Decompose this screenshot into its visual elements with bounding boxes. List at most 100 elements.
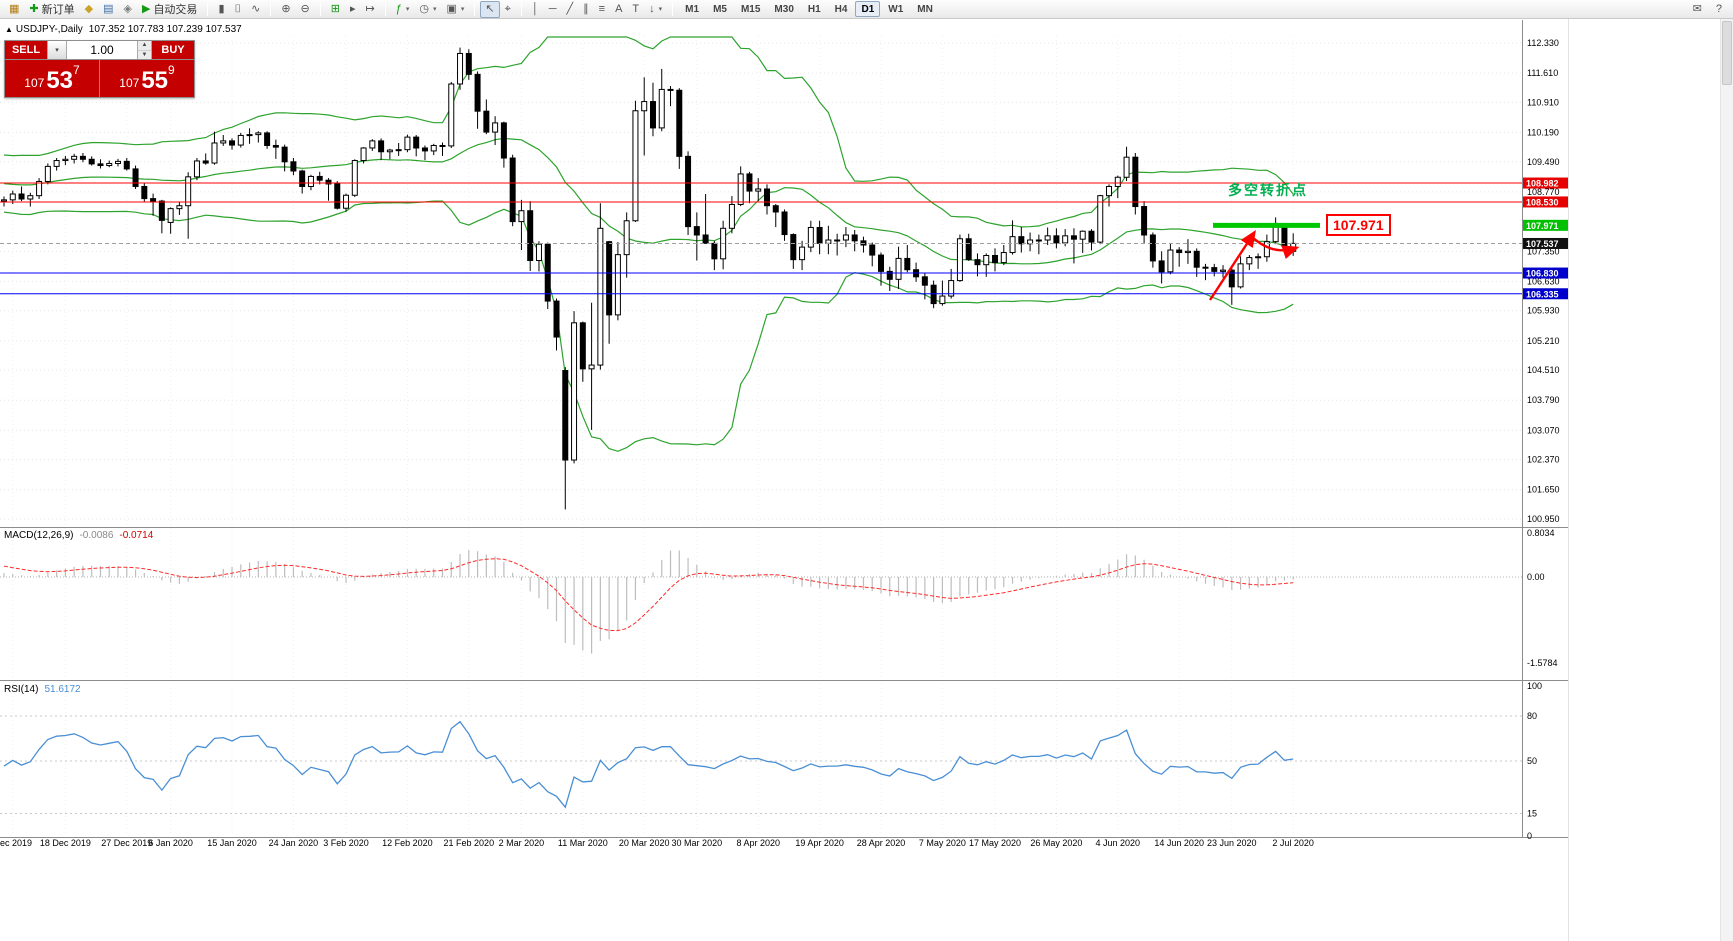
price-callout-label[interactable]: 107.971 — [1326, 214, 1391, 236]
candle-body — [1079, 230, 1086, 240]
order-type-dropdown[interactable]: ▾ — [47, 41, 67, 59]
chart-shift-button[interactable]: ↦ — [361, 1, 380, 18]
candle-body — [123, 160, 130, 170]
candle-body — [44, 165, 51, 182]
candle-body — [702, 234, 709, 244]
timeframe-h4-button[interactable]: H4 — [834, 4, 848, 15]
community-chat-button[interactable]: ✉ — [1688, 1, 1707, 18]
candlestick-chart-button[interactable]: ⌷ — [230, 1, 247, 18]
chart-canvas[interactable]: 112.330 111.610 110.910 110.190 109.490 108.7… — [0, 20, 1568, 859]
timeframe-m15-button[interactable]: M15 — [740, 4, 761, 15]
macd-main-value: -0.0086 — [79, 530, 114, 541]
candle-body — [79, 155, 86, 160]
navigator-icon: ◈ — [123, 2, 132, 15]
one-click-prices: 107 53 7 107 55 9 — [5, 60, 194, 97]
market-watch-button[interactable]: ▤ — [98, 1, 118, 18]
timeframe-m5-button[interactable]: M5 — [713, 4, 727, 15]
toolbar-group: ⊕ ⊖ — [274, 0, 316, 18]
candle-body — [1000, 252, 1007, 264]
vertical-scrollbar[interactable] — [1720, 19, 1733, 941]
equidistant-channel-button[interactable]: ∥ — [578, 1, 594, 18]
spinner-up-icon[interactable]: ▲ — [138, 41, 151, 51]
date-axis-label: 19 Apr 2020 — [795, 838, 844, 848]
candle-body — [904, 257, 911, 271]
spinner-down-icon[interactable]: ▼ — [138, 50, 151, 59]
price-badge — [1523, 177, 1568, 189]
candle-body — [1272, 226, 1279, 243]
text-label-button[interactable]: T — [627, 1, 644, 18]
candle-body — [9, 193, 16, 201]
price-badge-label: 107.537 — [1526, 239, 1559, 249]
new-chart-button[interactable]: ▦ — [4, 1, 24, 18]
price-axis-label: 106.630 — [1527, 276, 1560, 286]
fibonacci-retracement-icon: ≡ — [598, 2, 606, 15]
new-order-button[interactable]: ✚ 新订单 — [24, 1, 79, 18]
macd-scale-label: 0.8034 — [1527, 528, 1555, 538]
zoom-out-button[interactable]: ⊖ — [296, 1, 315, 18]
timeframe-m1-button[interactable]: M1 — [685, 4, 700, 15]
candle-body — [623, 220, 630, 256]
timeframe-h1-button[interactable]: H1 — [807, 4, 821, 15]
candle-body — [1141, 206, 1148, 236]
candle-body — [921, 276, 928, 286]
fibonacci-retracement-button[interactable]: ≡ — [594, 1, 610, 18]
tile-windows-button[interactable]: ⊞ — [326, 1, 345, 18]
new-chart-icon: ▦ — [9, 2, 20, 15]
sell-button[interactable]: SELL — [5, 41, 47, 59]
metaeditor-button[interactable]: ◆ — [80, 1, 98, 18]
vertical-line-button[interactable]: │ — [527, 1, 544, 18]
price-badge — [1523, 196, 1568, 208]
drawn-arrow-up[interactable] — [1208, 229, 1256, 301]
scrollbar-thumb[interactable] — [1722, 21, 1732, 85]
candle-body — [176, 205, 183, 210]
tile-windows-icon: ⊞ — [330, 2, 340, 15]
auto-scroll-button[interactable]: ▸ — [345, 1, 361, 18]
templates-icon: ▣ — [446, 2, 457, 15]
candle-body — [1211, 267, 1218, 272]
buy-button[interactable]: BUY — [152, 41, 194, 59]
price-axis-label: 103.070 — [1527, 425, 1560, 435]
candle-body — [404, 136, 411, 151]
bollinger-lower — [3, 200, 1294, 452]
buy-price-button[interactable]: 107 55 9 — [99, 60, 194, 97]
zoom-out-icon: ⊖ — [300, 2, 310, 15]
drawn-arrow-right[interactable] — [1250, 235, 1300, 259]
sell-price-button[interactable]: 107 53 7 — [5, 60, 99, 97]
chart-text-annotation[interactable]: 多空转折点 — [1228, 182, 1308, 198]
candle-body — [351, 160, 358, 196]
cursor-button[interactable]: ↖ — [480, 0, 500, 18]
date-axis-label: 18 Dec 2019 — [40, 838, 91, 848]
navigator-button[interactable]: ◈ — [119, 1, 137, 18]
candle-body — [816, 226, 823, 244]
candle-body — [939, 295, 946, 305]
crosshair-button[interactable]: ⌖ — [500, 1, 516, 18]
horizontal-line-button[interactable]: ─ — [544, 1, 562, 18]
candle-body — [18, 193, 25, 200]
timeframe-d1-button[interactable]: D1 — [855, 1, 881, 17]
indicators-button[interactable]: ƒ ▾ — [391, 1, 415, 18]
help-button[interactable]: ? — [1711, 1, 1727, 18]
volume-stepper[interactable]: ▲ ▼ — [137, 41, 152, 59]
buy-price-big: 55 — [141, 67, 169, 94]
equidistant-channel-icon: ∥ — [583, 2, 589, 15]
zoom-in-button[interactable]: ⊕ — [276, 1, 295, 18]
candle-body — [518, 210, 525, 223]
periods-button[interactable]: ◷ ▾ — [414, 1, 441, 18]
arrow-objects-button[interactable]: ↓ ▾ — [644, 1, 667, 18]
autotrading-button[interactable]: ▶ 自动交易 — [137, 1, 202, 18]
chart-background[interactable] — [0, 20, 1568, 859]
trendline-button[interactable]: ╱ — [562, 1, 579, 18]
timeframe-w1-button[interactable]: W1 — [888, 4, 904, 15]
timeframe-mn-button[interactable]: MN — [917, 4, 933, 15]
candle-body — [571, 322, 578, 461]
text-button[interactable]: A — [610, 1, 627, 18]
toolbar-group: │ ─ ╱ ∥ ≡ A T ↓ ▾ — [525, 0, 669, 18]
volume-input[interactable]: 1.00 — [67, 41, 137, 59]
candle-body — [88, 158, 95, 165]
timeframe-m30-button[interactable]: M30 — [774, 4, 794, 15]
templates-button[interactable]: ▣ ▾ — [442, 1, 470, 18]
bar-chart-button[interactable]: ▮ — [213, 1, 229, 18]
candle-body — [202, 160, 209, 164]
date-axis-label: 8 Apr 2020 — [736, 838, 780, 848]
line-chart-button[interactable]: ∿ — [246, 1, 265, 18]
